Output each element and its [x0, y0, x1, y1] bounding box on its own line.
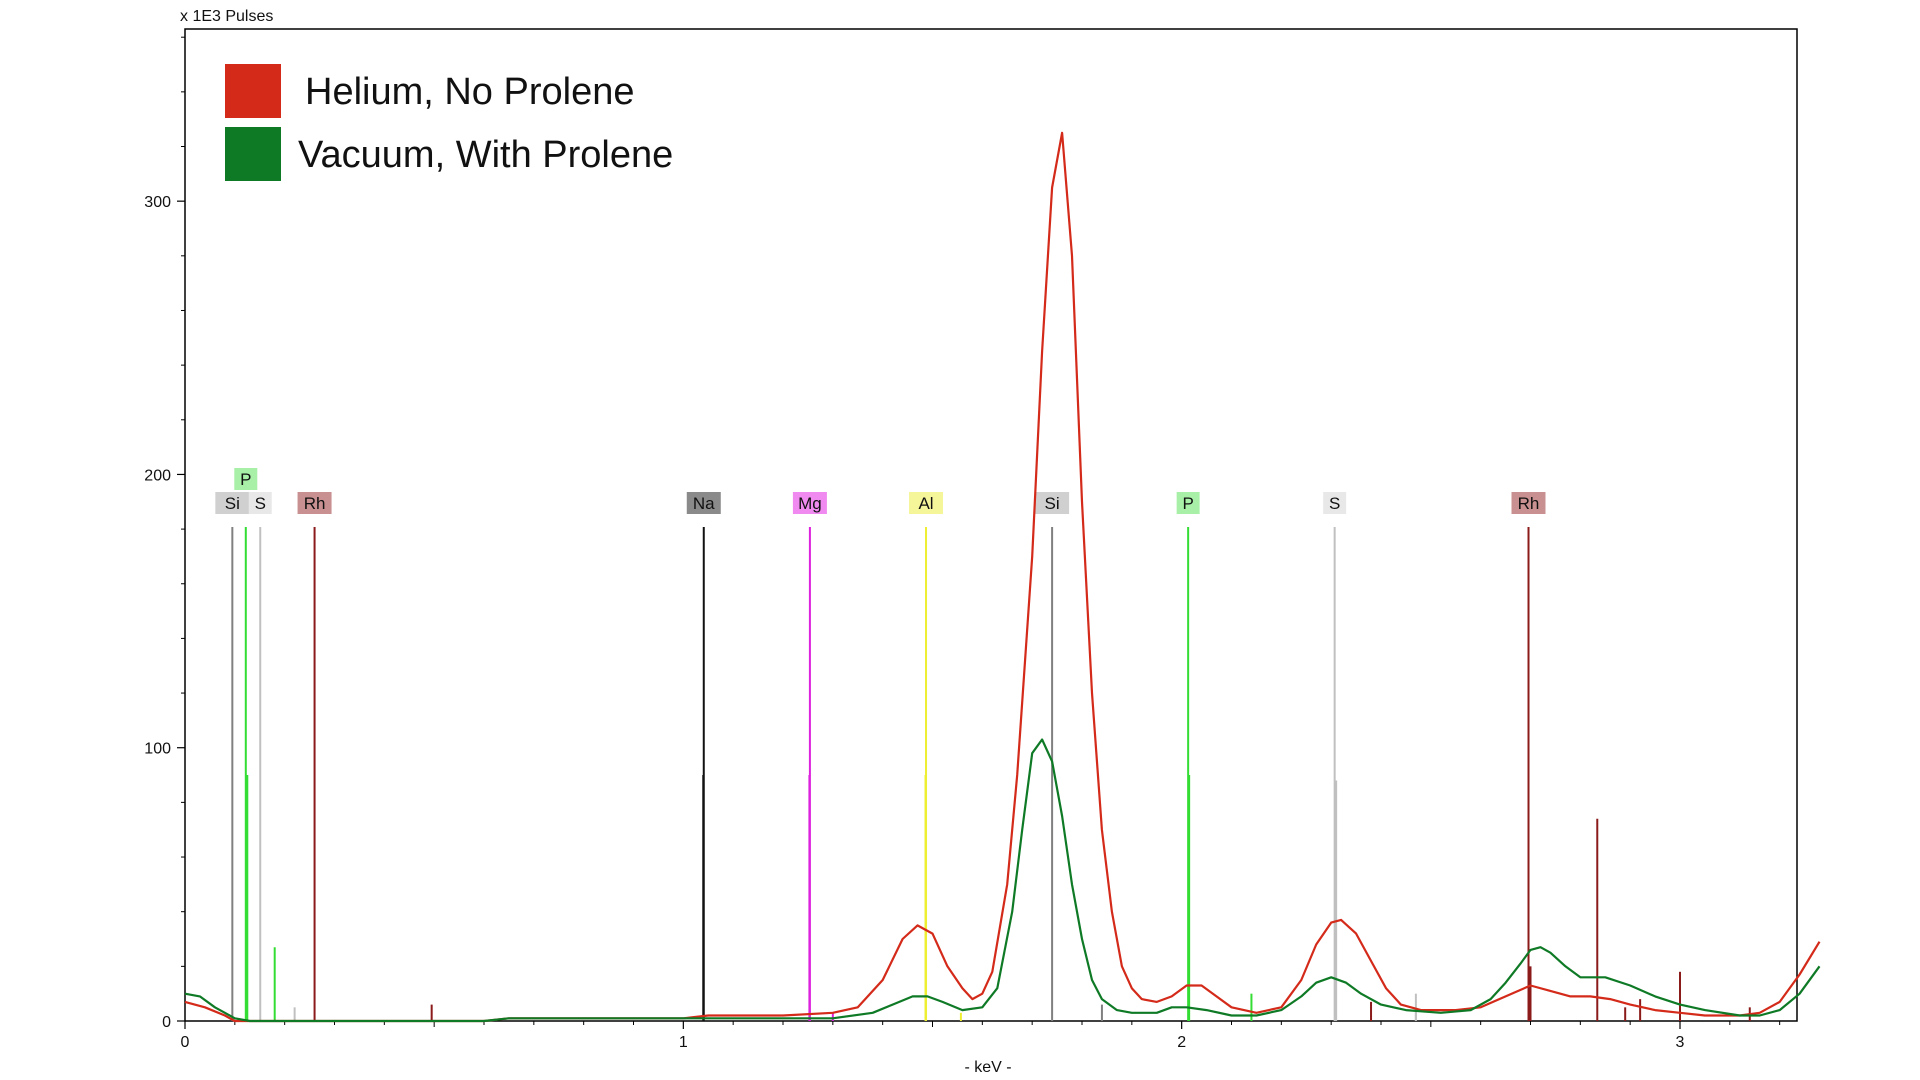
element-tag-na	[686, 492, 721, 514]
element-label-s: S	[255, 494, 266, 513]
element-tag-s	[248, 492, 272, 514]
element-tag-rh	[1511, 492, 1546, 514]
series-line-2	[184, 738, 1821, 1023]
element-tag-s	[1323, 492, 1347, 514]
element-label-s: S	[1329, 494, 1340, 513]
y-tick-label: 100	[144, 741, 171, 758]
element-label-si: Si	[1045, 494, 1060, 513]
element-tag-p	[1176, 492, 1200, 514]
element-label-p: P	[240, 470, 251, 489]
x-tick-label: 3	[1676, 1034, 1685, 1051]
plot-frame	[184, 28, 1798, 1022]
element-tag-mg	[792, 492, 827, 514]
element-label-p: P	[1182, 494, 1193, 513]
x-tick-label: 1	[679, 1034, 688, 1051]
y-tick-label: 300	[144, 194, 171, 211]
axis-ticks: 0 1 2 3 0 100 200 300	[144, 36, 1781, 1051]
element-tag-si	[1035, 492, 1070, 514]
series-lines	[184, 131, 1821, 1023]
element-label-rh: Rh	[1518, 494, 1540, 513]
legend-label-2: Vacuum, With Prolene	[298, 134, 673, 176]
legend: Helium, No Prolene Vacuum, With Prolene	[225, 64, 673, 181]
element-tag-p	[234, 468, 258, 490]
legend-label-1: Helium, No Prolene	[305, 71, 634, 113]
element-tag-al	[909, 492, 944, 514]
y-unit-label: x 1E3 Pulses	[180, 8, 273, 25]
legend-swatch-1	[225, 64, 281, 118]
element-tag-si	[215, 492, 250, 514]
element-label-na: Na	[693, 494, 715, 513]
x-tick-label: 2	[1177, 1034, 1186, 1051]
element-label-mg: Mg	[798, 494, 822, 513]
element-label-al: Al	[918, 494, 933, 513]
y-tick-label: 0	[162, 1014, 171, 1031]
element-label-si: Si	[225, 494, 240, 513]
x-axis-label: - keV -	[964, 1059, 1011, 1076]
y-tick-label: 200	[144, 467, 171, 484]
element-tag-rh	[297, 492, 332, 514]
series-line-1	[184, 131, 1821, 1023]
legend-swatch-2	[225, 127, 281, 181]
x-tick-label: 0	[181, 1034, 190, 1051]
element-label-rh: Rh	[304, 494, 326, 513]
